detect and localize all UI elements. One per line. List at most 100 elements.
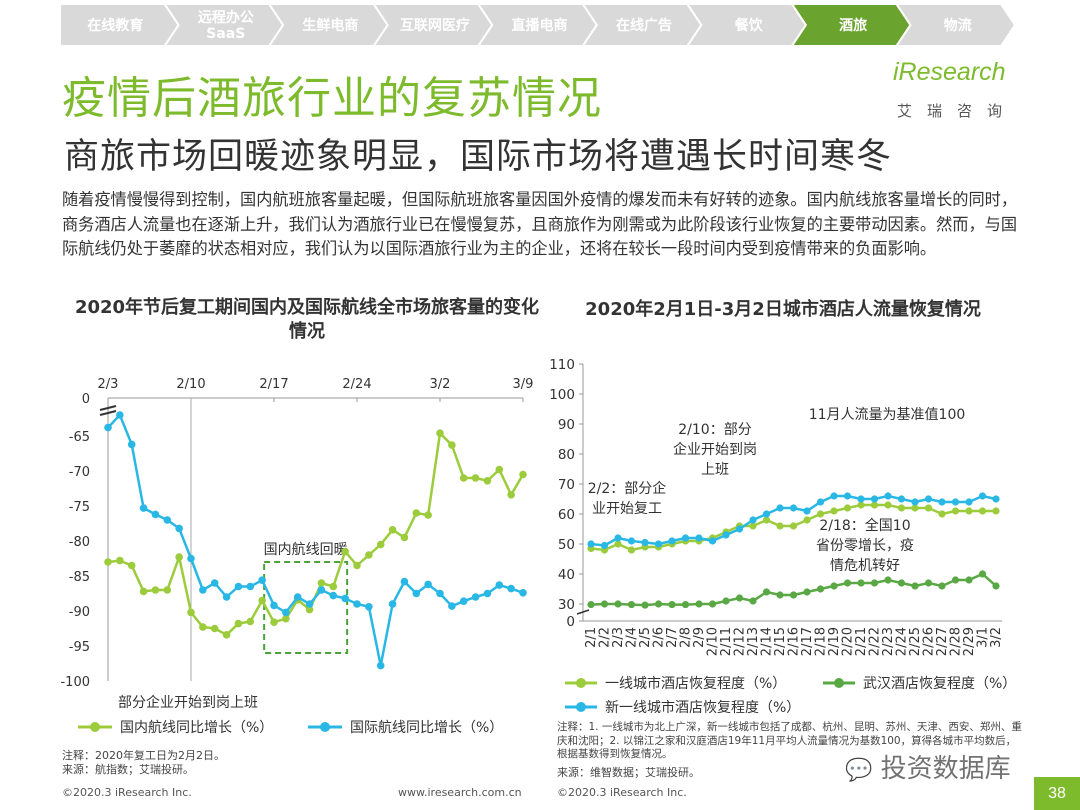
- nav-item-3[interactable]: 互联网医疗: [372, 4, 494, 46]
- data-point: [776, 504, 784, 512]
- data-point: [776, 522, 784, 530]
- x-tick-label: 2/17: [259, 377, 288, 392]
- x-tick-label: 2/13: [746, 627, 761, 656]
- data-point: [978, 492, 987, 500]
- data-point: [199, 623, 207, 631]
- y-tick-label: 70: [558, 477, 575, 493]
- nav-item-0[interactable]: 在线教育: [60, 4, 180, 46]
- data-point: [163, 516, 172, 524]
- x-tick-label: 2/29: [962, 627, 977, 656]
- y-tick-label: -70: [69, 465, 90, 480]
- data-point: [448, 441, 456, 449]
- data-point: [587, 600, 595, 609]
- data-point: [938, 510, 946, 518]
- x-tick-label: 2/16: [787, 627, 802, 656]
- nav-item-label: 互联网医疗: [400, 17, 470, 34]
- data-point: [654, 600, 663, 608]
- data-point: [735, 594, 744, 602]
- data-point: [681, 534, 690, 542]
- watermark: 💬 投资数据库: [845, 748, 1011, 785]
- right-note: 注释：1. 一线城市为北上广深，新一线城市包括了成都、杭州、昆明、苏州、天津、西…: [557, 721, 1022, 760]
- data-point: [104, 423, 112, 432]
- data-point: [843, 579, 852, 587]
- data-point: [127, 440, 136, 449]
- series-line: [590, 572, 997, 607]
- left-copyright: ©2020.3 iResearch Inc.: [62, 786, 192, 799]
- x-tick-label: 3/2: [430, 377, 451, 392]
- nav-item-5[interactable]: 在线广告: [581, 4, 703, 46]
- x-tick-label: 3/9: [513, 377, 534, 392]
- data-point: [897, 579, 906, 587]
- data-point: [911, 582, 919, 590]
- data-point: [857, 495, 865, 503]
- data-point: [353, 561, 361, 570]
- nav-item-8[interactable]: 物流: [895, 4, 1015, 46]
- data-point: [722, 531, 730, 539]
- y-tick-label: 90: [558, 417, 575, 433]
- data-point: [151, 586, 160, 594]
- data-point: [139, 587, 148, 596]
- data-point: [668, 600, 676, 609]
- data-point: [641, 538, 649, 547]
- data-point: [843, 492, 852, 500]
- data-point: [151, 510, 160, 519]
- data-point: [341, 547, 349, 556]
- data-point: [495, 581, 504, 589]
- x-tick-label: 2/3: [611, 627, 626, 648]
- data-point: [258, 596, 266, 605]
- data-point: [695, 600, 703, 608]
- data-point: [424, 580, 432, 589]
- data-point: [762, 588, 771, 596]
- data-point: [317, 586, 326, 594]
- chart-title-flights: 2020年节后复工期间国内及国际航线全市场旅客量的变化情况: [74, 297, 540, 342]
- data-point: [641, 601, 649, 609]
- data-point: [897, 504, 906, 512]
- x-tick-label: 2/9: [692, 627, 707, 648]
- x-tick-label: 2/5: [638, 627, 653, 648]
- data-point: [870, 501, 879, 509]
- x-tick-label: 2/18: [814, 627, 829, 656]
- data-point: [163, 586, 172, 594]
- data-point: [681, 600, 690, 609]
- nav-item-2[interactable]: 生鲜电商: [267, 4, 389, 46]
- nav-item-6[interactable]: 餐饮: [686, 4, 808, 46]
- y-tick-label: 80: [558, 447, 575, 463]
- nav-item-label: 生鲜电商: [302, 17, 358, 34]
- domestic-recovery-box: [263, 561, 349, 654]
- data-point: [803, 507, 811, 515]
- data-point: [789, 591, 798, 599]
- right-copyright: ©2020.3 iResearch Inc.: [557, 786, 687, 799]
- data-point: [305, 605, 314, 614]
- series-wuhan: [587, 570, 1000, 609]
- x-tick-label: 2/19: [827, 627, 842, 656]
- nav-item-7[interactable]: 酒旅: [790, 4, 912, 46]
- nav-item-4[interactable]: 直播电商: [477, 4, 598, 46]
- data-point: [519, 589, 527, 597]
- series-line: [107, 430, 525, 637]
- chart-annotation: 业开始复工: [592, 500, 662, 517]
- data-point: [187, 554, 195, 563]
- data-point: [258, 576, 266, 584]
- data-point: [654, 540, 663, 548]
- data-point: [938, 582, 946, 590]
- data-point: [884, 576, 892, 584]
- data-point: [803, 516, 811, 524]
- wechat-icon: 💬: [845, 758, 873, 783]
- data-point: [978, 570, 987, 578]
- y-tick-label: -65: [69, 430, 90, 445]
- data-point: [246, 582, 255, 591]
- data-point: [789, 522, 798, 530]
- data-point: [600, 541, 609, 550]
- data-point: [376, 540, 385, 549]
- series-international: [104, 411, 527, 670]
- x-tick-label: 2/23: [881, 627, 896, 656]
- nav-item-label: SaaS: [206, 26, 245, 42]
- x-tick-label: 2/10: [176, 377, 205, 392]
- data-point: [507, 491, 515, 499]
- data-point: [175, 524, 183, 533]
- x-tick-label: 2/3: [98, 377, 119, 392]
- data-point: [222, 593, 231, 601]
- data-point: [789, 504, 798, 512]
- data-point: [341, 594, 349, 603]
